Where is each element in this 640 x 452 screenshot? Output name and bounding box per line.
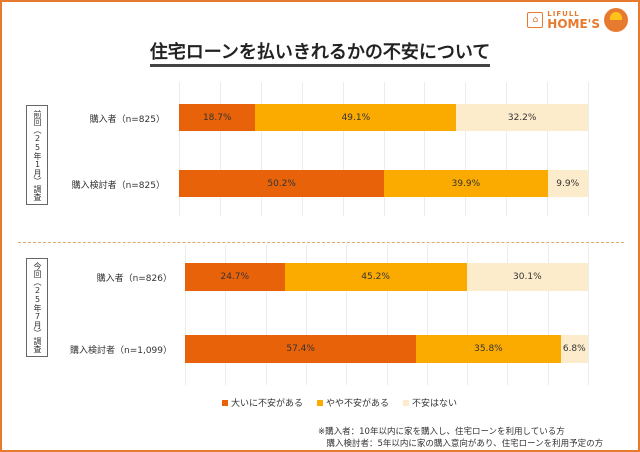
gridline: [467, 245, 469, 385]
mascot-icon: [604, 8, 628, 32]
footnote-line: 購入検討者：5年以内に家の購入意向があり、住宅ローンを利用予定の方: [318, 439, 604, 449]
chart-title: 住宅ローンを払いきれるかの不安について: [0, 38, 640, 67]
gridline: [225, 245, 227, 385]
footnote-line: ※購入者：10年以内に家を購入し、住宅ローンを利用している方: [318, 427, 565, 437]
data-label: 30.1%: [513, 272, 542, 282]
data-label: 57.4%: [286, 344, 315, 354]
legend-label: やや不安がある: [326, 399, 390, 409]
gridline: [383, 82, 385, 216]
data-label: 24.7%: [220, 272, 250, 282]
gridline: [588, 245, 589, 385]
legend-item-very-anxious: 大いに不安がある: [222, 396, 303, 409]
bar-segment: 32.2%: [456, 104, 588, 131]
data-label: 6.8%: [562, 344, 586, 354]
legend-label: 大いに不安がある: [231, 399, 304, 409]
bar-segment: 39.9%: [384, 170, 548, 197]
gridline: [588, 82, 589, 216]
bar-segment: 45.2%: [284, 263, 467, 291]
bar-segment: 35.8%: [416, 335, 561, 363]
gridline: [507, 245, 509, 385]
gridline: [265, 245, 267, 385]
legend-swatch: [222, 399, 228, 406]
gridline: [424, 82, 426, 216]
category-label: 購入者（n=825）: [89, 114, 165, 125]
legend-swatch: [403, 399, 410, 406]
gridline: [185, 245, 186, 385]
gridline: [346, 245, 348, 385]
bar-segment: 49.1%: [255, 104, 457, 131]
category-label: 購入者（n=826）: [96, 274, 172, 284]
data-label: 39.9%: [451, 178, 481, 189]
gridline: [547, 245, 549, 385]
bar-segment: 9.9%: [547, 170, 588, 197]
footnote: ※購入者：10年以内に家を購入し、住宅ローンを利用している方 購入検討者：5年以…: [318, 426, 603, 450]
logo-line1: LIFULL: [547, 9, 580, 18]
lifull-homes-logo: ⌂ LIFULL HOME'S: [527, 8, 628, 32]
survey-label-current: 今回（25年7月）調査: [26, 258, 48, 357]
legend-item-not-anxious: 不安はない: [403, 396, 457, 409]
legend-item-somewhat-anxious: やや不安がある: [317, 396, 389, 409]
data-label: 35.8%: [474, 344, 503, 354]
data-label: 45.2%: [361, 272, 390, 282]
category-label: 購入検討者（n=825）: [71, 180, 165, 191]
gridline: [426, 245, 428, 385]
bar-segment: 24.7%: [185, 263, 285, 291]
logo-line2: HOME'S: [547, 16, 600, 31]
gridline: [305, 245, 307, 385]
legend-swatch: [317, 399, 324, 406]
bar-segment: 18.7%: [179, 104, 256, 131]
gridline: [301, 82, 303, 216]
survey-label-previous: 前回（25年1月）調査: [26, 105, 48, 205]
category-label: 購入検討者（n=1,099）: [69, 346, 172, 356]
gridline: [219, 82, 221, 216]
legend-label: 不安はない: [412, 399, 458, 409]
bar-segment: 57.4%: [185, 335, 417, 363]
chart-title-text: 住宅ローンを払いきれるかの不安について: [149, 42, 491, 67]
section-divider: [18, 242, 624, 243]
bar-segment: 50.2%: [179, 170, 385, 197]
house-icon: ⌂: [527, 12, 544, 28]
data-label: 9.9%: [556, 178, 580, 189]
gridline: [465, 82, 467, 216]
data-label: 18.7%: [202, 112, 232, 123]
data-label: 49.1%: [341, 112, 371, 123]
bar-segment: 6.8%: [560, 335, 588, 363]
data-label: 50.2%: [267, 178, 296, 189]
data-label: 32.2%: [507, 112, 537, 123]
gridline: [386, 245, 388, 385]
gridline: [179, 82, 180, 216]
legend: 大いに不安がある やや不安がある 不安はない: [222, 396, 457, 409]
gridline: [547, 82, 549, 216]
gridline: [260, 82, 262, 216]
bar-segment: 30.1%: [466, 263, 588, 291]
gridline: [342, 82, 344, 216]
gridline: [506, 82, 508, 216]
